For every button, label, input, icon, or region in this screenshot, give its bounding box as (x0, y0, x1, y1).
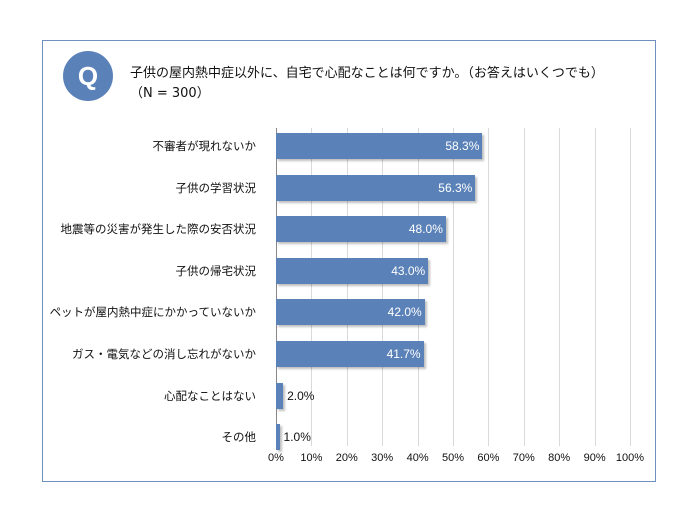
bar-row: 地震等の災害が発生した際の安否状況 48.0% (16, 216, 630, 243)
bar-row: 心配なことはない 2.0% (16, 382, 630, 409)
x-tick-label: 100% (615, 452, 645, 464)
value-label: 42.0% (387, 305, 422, 320)
value-label: 43.0% (391, 263, 426, 278)
value-label: 41.7% (386, 347, 421, 361)
gridline (559, 128, 561, 446)
gridline (417, 128, 419, 446)
x-tick-label: 50% (441, 452, 465, 464)
bar-row: ガス・電気などの消し忘れがないか 41.7% (16, 341, 630, 367)
value-label: 58.3% (445, 139, 480, 153)
bar: 43.0% (276, 257, 429, 284)
value-label: 48.0% (408, 222, 443, 237)
gridline (453, 128, 454, 446)
category-label: 不審者が現れないか (152, 139, 257, 153)
x-tick-label: 20% (335, 452, 358, 464)
bar (276, 382, 284, 409)
x-tick-label: 80% (548, 452, 571, 464)
x-tick-label: 10% (300, 452, 323, 464)
gridline (594, 128, 596, 446)
y-axis (276, 128, 277, 446)
bar-row: 子供の学習状況 56.3% (16, 174, 630, 201)
x-tick-label: 90% (583, 452, 606, 464)
bar: 48.0% (276, 216, 446, 243)
bar-row: その他 1.0% (16, 424, 630, 451)
category-label: ガス・電気などの消し忘れがないか (72, 347, 256, 361)
bar-row: 子供の帰宅状況 43.0% (16, 257, 630, 284)
x-tick-label: 60% (477, 452, 500, 464)
chart-title: 子供の屋内熱中症以外に、自宅で心配なことは何ですか。（お答えはいくつでも） (130, 66, 604, 81)
bar (276, 424, 280, 451)
chart-frame (42, 40, 656, 482)
gridline (630, 128, 631, 446)
gridline (311, 128, 313, 446)
value-label: 56.3% (438, 180, 473, 195)
bar-row: ペットが屋内熱中症にかかっていないか 42.0% (16, 299, 630, 326)
x-tick-label: 0% (268, 452, 284, 464)
category-label: ペットが屋内熱中症にかかっていないか (49, 305, 256, 320)
category-label: 心配なことはない (164, 388, 256, 403)
gridline (382, 128, 384, 446)
q-badge: Q (63, 51, 113, 101)
x-tick-label: 30% (371, 452, 394, 464)
category-label: 子供の学習状況 (175, 180, 257, 195)
gridline (523, 128, 525, 446)
bar: 56.3% (276, 174, 476, 201)
gridline (488, 128, 490, 446)
gridline (346, 128, 348, 446)
bar: 41.7% (276, 341, 424, 367)
category-label: 子供の帰宅状況 (175, 263, 257, 278)
bar-row: 不審者が現れないか 58.3% (16, 133, 630, 159)
plot-area: 0% 10% 20% 30% 40% 50% 60% 70% 80% 90% 100% 不審者が現れな… (50, 128, 644, 464)
category-label: 地震等の災害が発生した際の安否状況 (60, 222, 257, 237)
value-label: 1.0% (283, 430, 311, 445)
value-label: 2.0% (287, 388, 315, 403)
bar: 58.3% (276, 133, 483, 159)
chart-subtitle: （N = 300） (130, 86, 210, 101)
x-tick-label: 70% (512, 452, 535, 464)
category-label: その他 (221, 430, 257, 445)
x-tick-label: 40% (406, 452, 429, 464)
bar: 42.0% (276, 299, 425, 326)
